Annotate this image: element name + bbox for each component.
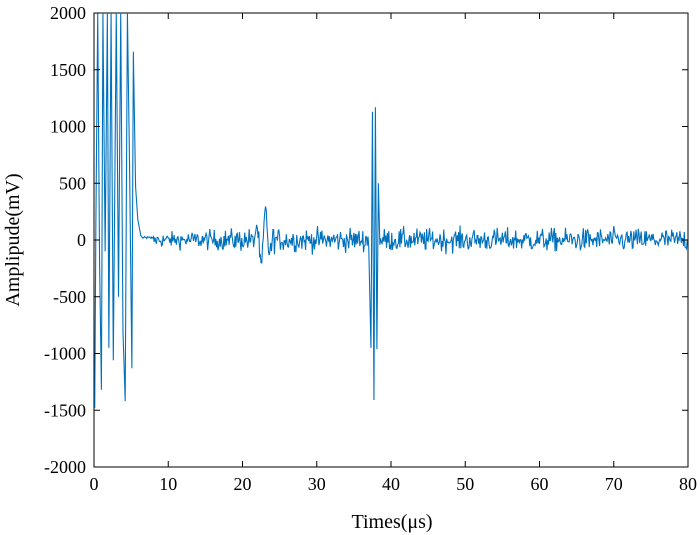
y-tick-label: -1500: [44, 400, 86, 420]
x-tick-label: 0: [90, 474, 99, 494]
x-tick-label: 40: [382, 474, 400, 494]
x-axis-label: Times(μs): [351, 511, 432, 533]
x-tick-label: 50: [456, 474, 474, 494]
y-axis-label: Amplipude(mV): [2, 173, 24, 306]
y-tick-label: -2000: [44, 457, 86, 477]
axis-ticks: [93, 12, 689, 468]
y-tick-label: 500: [59, 173, 86, 193]
x-tick-label: 70: [605, 474, 623, 494]
signal-series-line: [94, 13, 688, 408]
x-tick-label: 60: [531, 474, 549, 494]
y-tick-label: 1000: [50, 117, 86, 137]
y-tick-label: 0: [77, 230, 86, 250]
tick-labels: 0 10 20 30 40 50 60 70 80 -2000 -1500 -1000 -500 0 500…: [44, 3, 697, 494]
y-tick-label: -500: [53, 287, 86, 307]
y-tick-label: -1000: [44, 344, 86, 364]
x-tick-label: 80: [679, 474, 697, 494]
x-tick-label: 20: [234, 474, 252, 494]
signal-line: [94, 13, 688, 408]
x-tick-label: 10: [159, 474, 177, 494]
y-tick-label: 2000: [50, 3, 86, 23]
x-tick-label: 30: [308, 474, 326, 494]
y-tick-label: 1500: [50, 60, 86, 80]
